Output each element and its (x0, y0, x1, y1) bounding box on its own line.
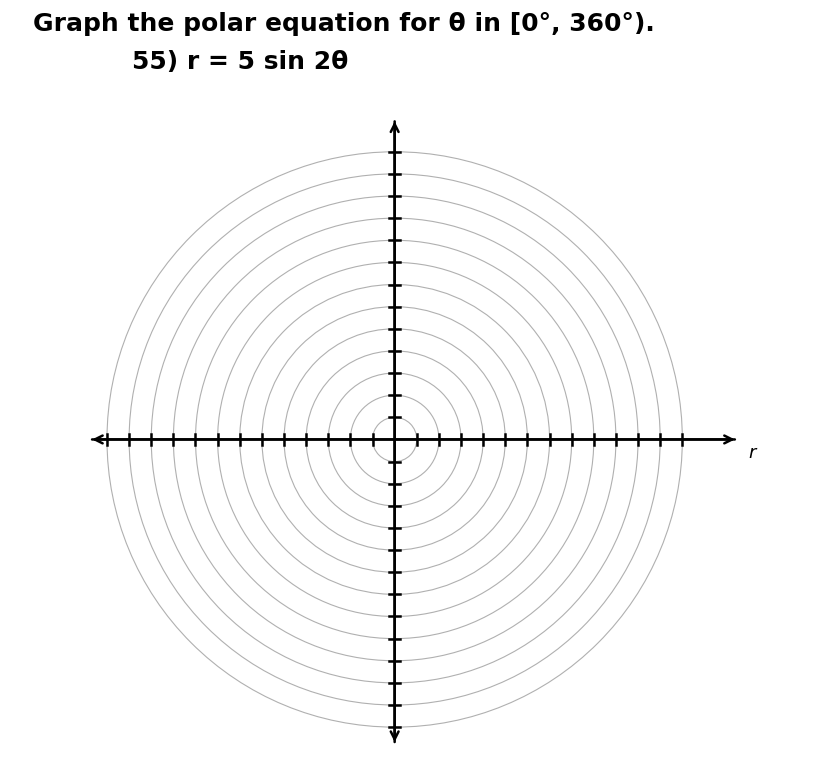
Text: r: r (748, 444, 755, 462)
Text: 55) r = 5 sin 2θ: 55) r = 5 sin 2θ (132, 50, 348, 74)
Text: Graph the polar equation for θ in [0°, 360°).: Graph the polar equation for θ in [0°, 3… (33, 12, 654, 35)
